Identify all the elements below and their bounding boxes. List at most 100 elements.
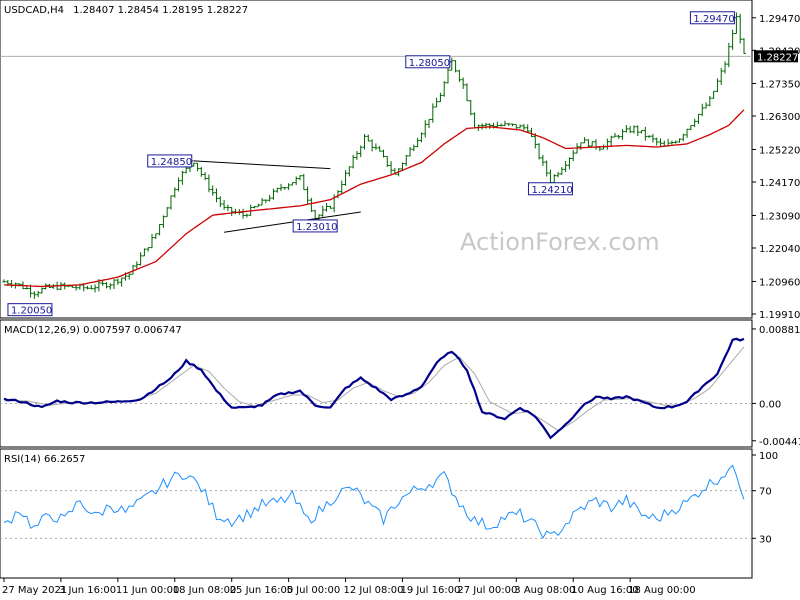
rsi-line bbox=[3, 464, 745, 540]
ohlc-bar bbox=[506, 123, 511, 126]
trendline bbox=[224, 211, 361, 233]
time-tick-label: 5 Jul 00:00 bbox=[287, 585, 341, 596]
price-label: 1.24210 bbox=[527, 182, 573, 196]
ohlc-bar bbox=[643, 126, 648, 141]
ohlc-bar bbox=[210, 185, 215, 196]
macd-line bbox=[3, 337, 745, 440]
ohlc-bar bbox=[127, 273, 132, 280]
ohlc-bar bbox=[529, 127, 534, 138]
ohlc-bar bbox=[275, 187, 280, 193]
ohlc-bar bbox=[708, 95, 712, 107]
price-label-text: 1.24850 bbox=[151, 157, 192, 168]
ohlc-bar bbox=[245, 213, 249, 218]
ohlc-bar bbox=[677, 138, 682, 143]
rsi-panel[interactable]: 100 70 30 RSI(14) 66.2657 bbox=[0, 448, 778, 579]
price-label-text: 1.23010 bbox=[296, 222, 337, 233]
ohlc-bar bbox=[704, 102, 708, 109]
time-tick-label: 27 Jul 00:00 bbox=[457, 585, 517, 596]
ohlc-bar bbox=[590, 141, 595, 147]
ohlc-bar bbox=[328, 205, 333, 209]
ohlc-bar bbox=[431, 103, 435, 123]
ohlc-bar bbox=[214, 188, 219, 203]
price-label-text: 1.28050 bbox=[409, 58, 450, 69]
ohlc-bar bbox=[673, 140, 678, 144]
time-tick-label: 12 Jul 08:00 bbox=[344, 585, 404, 596]
current-price-label: 1.28227 bbox=[757, 52, 798, 63]
rsi-tick-label: 70 bbox=[759, 487, 772, 498]
ohlc-bar bbox=[199, 166, 204, 177]
ohlc-bar bbox=[85, 285, 90, 290]
ohlc-bar bbox=[112, 278, 116, 290]
ohlc-bar bbox=[567, 157, 572, 170]
ohlc-bar bbox=[161, 215, 166, 228]
ohlc-bar bbox=[298, 175, 302, 181]
ohlc-bar bbox=[320, 205, 325, 217]
ohlc-bar bbox=[495, 121, 500, 128]
ohlc-bar bbox=[522, 123, 526, 131]
ohlc-bar bbox=[696, 113, 701, 124]
chart-symbol: USDCAD,H4 bbox=[4, 5, 64, 16]
ohlc-bar bbox=[271, 188, 276, 200]
ohlc-bar bbox=[499, 123, 503, 127]
ohlc-bar bbox=[241, 208, 245, 219]
ohlc-bar bbox=[290, 182, 295, 186]
ohlc-bar bbox=[260, 197, 264, 206]
ohlc-bar bbox=[692, 118, 697, 127]
time-tick-label: 3 Aug 08:00 bbox=[514, 585, 575, 596]
ohlc-bar bbox=[480, 123, 484, 130]
ohlc-bar bbox=[518, 124, 522, 129]
price-tick-label: 1.25220 bbox=[759, 145, 800, 156]
ohlc-bar bbox=[252, 206, 257, 209]
ohlc-bar bbox=[609, 135, 613, 146]
ohlc-bar bbox=[670, 140, 674, 145]
rsi-tick-label: 30 bbox=[759, 534, 772, 545]
ohlc-bar bbox=[119, 277, 124, 287]
ohlc-bar bbox=[412, 144, 416, 152]
ohlc-bar bbox=[719, 67, 724, 85]
ohlc-bar bbox=[309, 197, 314, 213]
ohlc-bar bbox=[571, 149, 576, 162]
ohlc-bar bbox=[381, 149, 386, 158]
ohlc-bar bbox=[256, 203, 261, 208]
ohlc-bar bbox=[169, 195, 173, 210]
ohlc-bar bbox=[218, 196, 223, 208]
ohlc-bar bbox=[180, 170, 185, 185]
ohlc-bar bbox=[146, 247, 151, 252]
macd-tick-label: 0.00 bbox=[759, 399, 781, 410]
ohlc-bar bbox=[620, 129, 625, 140]
price-label: 1.29470 bbox=[689, 11, 737, 25]
macd-panel[interactable]: 0.008816 0.00 -0.004416 MACD(12,26,9) 0.00… bbox=[0, 319, 800, 448]
ohlc-bar bbox=[142, 248, 147, 257]
price-label: 1.20050 bbox=[7, 303, 53, 317]
ohlc-bar bbox=[647, 135, 651, 138]
macd-title: MACD(12,26,9) 0.007597 0.006747 bbox=[4, 325, 182, 336]
ohlc-bar bbox=[24, 286, 29, 290]
ohlc-bar bbox=[628, 125, 632, 134]
ohlc-bar bbox=[560, 167, 564, 175]
chart-title: USDCAD,H4 1.28407 1.28454 1.28195 1.2822… bbox=[4, 5, 248, 16]
time-tick-label: 19 Jul 16:00 bbox=[400, 585, 460, 596]
ohlc-bar bbox=[446, 67, 450, 84]
price-label-text: 1.29470 bbox=[693, 14, 734, 25]
price-tick-label: 1.23090 bbox=[759, 211, 800, 222]
price-panel[interactable]: ActionForex.com 1.294701.284201.273501.2… bbox=[0, 0, 800, 321]
ohlc-bar bbox=[582, 137, 587, 144]
price-label-box bbox=[292, 219, 338, 233]
ohlc-bar bbox=[503, 120, 507, 127]
ohlc-bar bbox=[203, 172, 207, 181]
ohlc-bar bbox=[286, 183, 291, 190]
trendline bbox=[193, 160, 331, 170]
ohlc-bar bbox=[93, 284, 97, 293]
ohlc-bar bbox=[40, 287, 44, 294]
price-tick-label: 1.29470 bbox=[759, 14, 800, 25]
ohlc-bar bbox=[419, 132, 424, 143]
price-label: 1.24850 bbox=[147, 154, 194, 168]
ohlc-bar bbox=[32, 291, 37, 299]
time-tick-label: 18 Aug 00:00 bbox=[628, 585, 695, 596]
ohlc-bar bbox=[404, 154, 409, 167]
ohlc-bar bbox=[723, 61, 727, 74]
price-label-box bbox=[7, 303, 53, 317]
ohlc-bar bbox=[537, 143, 541, 160]
ohlc-bar bbox=[461, 77, 465, 89]
